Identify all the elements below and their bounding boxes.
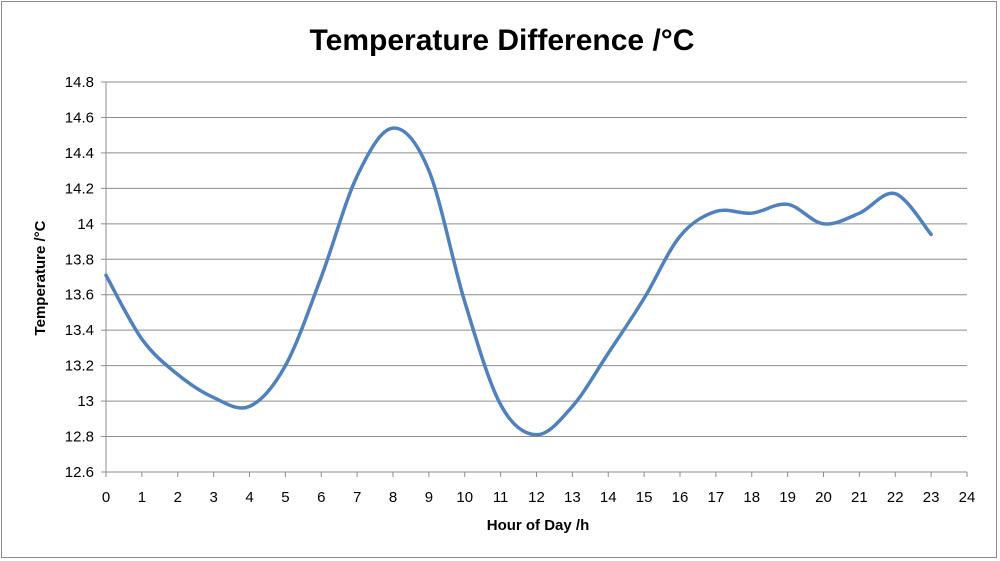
- x-tick-label: 22: [887, 489, 904, 506]
- x-tick-label: 11: [493, 489, 509, 506]
- x-tick-label: 17: [708, 489, 725, 506]
- x-tick-label: 8: [389, 489, 397, 506]
- y-tick-label: 14.2: [65, 180, 94, 197]
- x-tick-label: 21: [851, 489, 868, 506]
- y-tick-label: 14.6: [65, 109, 94, 126]
- x-tick-label: 18: [743, 489, 760, 506]
- x-axis-ticks: 0 1 2 3 4 5 6 7 8 9 10 11 12 13 14 15 16 17 18 19 20 21 22 23 24: [102, 472, 976, 506]
- x-tick-label: 1: [138, 489, 146, 506]
- y-tick-label: 14.4: [65, 145, 94, 162]
- y-tick-label: 12.6: [65, 464, 94, 481]
- x-tick-label: 20: [815, 489, 832, 506]
- y-tick-label: 13.2: [65, 358, 94, 375]
- y-tick-label: 13: [77, 393, 94, 410]
- x-axis-label: Hour of Day /h: [487, 517, 590, 534]
- x-tick-label: 10: [456, 489, 473, 506]
- x-tick-label: 2: [174, 489, 182, 506]
- y-tick-label: 13.4: [65, 322, 94, 339]
- x-tick-label: 19: [779, 489, 796, 506]
- chart-title: Temperature Difference /°C: [310, 24, 695, 57]
- x-tick-label: 23: [923, 489, 940, 506]
- y-tick-label: 13.6: [65, 287, 94, 304]
- x-tick-label: 9: [425, 489, 433, 506]
- x-tick-label: 4: [245, 489, 253, 506]
- y-axis-ticks: 12.6 12.8 13 13.2 13.4 13.6 13.8 14 14.2 14.4 14.6…: [65, 74, 106, 481]
- x-tick-label: 5: [281, 489, 289, 506]
- x-tick-label: 13: [564, 489, 581, 506]
- x-tick-label: 15: [636, 489, 653, 506]
- x-tick-label: 6: [317, 489, 325, 506]
- x-tick-label: 24: [959, 489, 976, 506]
- y-tick-label: 14.8: [65, 74, 94, 91]
- x-tick-label: 14: [600, 489, 617, 506]
- series-line: [104, 126, 933, 437]
- y-tick-label: 13.8: [65, 251, 94, 268]
- series-layer: [104, 126, 933, 437]
- y-tick-label: 12.8: [65, 429, 94, 446]
- x-tick-label: 16: [672, 489, 689, 506]
- axes: [105, 82, 967, 473]
- y-tick-label: 14: [77, 216, 94, 233]
- x-tick-label: 12: [528, 489, 545, 506]
- x-tick-label: 3: [209, 489, 217, 506]
- x-tick-label: 0: [102, 489, 110, 506]
- gridlines: [106, 81, 967, 438]
- y-axis-label: Temperature /°C: [32, 220, 49, 335]
- x-tick-label: 7: [353, 489, 361, 506]
